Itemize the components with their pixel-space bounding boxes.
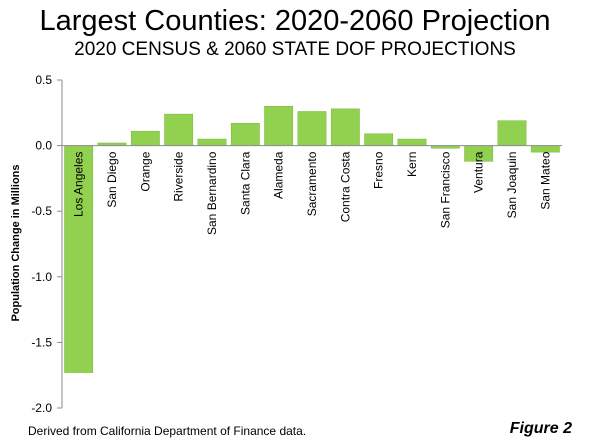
source-note: Derived from California Department of Fi…: [28, 424, 307, 438]
bar-riverside: [164, 113, 194, 146]
y-tick-label: -0.5: [31, 204, 52, 218]
y-tick-label: -1.0: [31, 270, 52, 284]
y-axis-label: Population Change in Millions: [10, 164, 22, 321]
chart-subtitle: 2020 CENSUS & 2060 STATE DOF PROJECTIONS: [74, 39, 516, 60]
category-label: San Bernardino: [205, 151, 219, 235]
category-label: Alameda: [272, 151, 286, 199]
category-labels-group: Los Angeles San Diego Orange Riverside San B…: [72, 151, 553, 235]
category-label: Los Angeles: [72, 152, 86, 217]
y-tick-label: -2.0: [31, 401, 52, 415]
chart-title: Largest Counties: 2020-2060 Projection: [39, 5, 551, 37]
category-label: San Joaquin: [505, 152, 519, 219]
category-label: Sacramento: [305, 151, 319, 216]
bar-san-bernardino: [197, 138, 227, 146]
category-label: Riverside: [172, 151, 186, 201]
y-tick-label: -1.5: [31, 335, 52, 349]
bar-fresno: [364, 133, 394, 146]
category-label: Santa Clara: [238, 151, 252, 215]
category-label: Ventura: [472, 151, 486, 193]
category-label: Contra Costa: [338, 151, 352, 222]
bar-san-joaquin: [497, 120, 527, 146]
y-tick-label: 0.5: [35, 73, 52, 87]
bars-group: [64, 105, 560, 373]
category-label: Fresno: [372, 151, 386, 189]
y-tick-label: 0.0: [35, 139, 52, 153]
bar-sacramento: [297, 111, 327, 146]
category-label: Orange: [138, 151, 152, 191]
category-label: San Mateo: [538, 151, 552, 209]
bar-san-mateo: [530, 145, 560, 153]
bar-los-angeles: [64, 145, 94, 373]
figure-label: Figure 2: [509, 420, 572, 437]
bar-kern: [397, 138, 427, 146]
bar-santa-clara: [230, 123, 260, 146]
category-label: San Francisco: [438, 151, 452, 228]
bar-contra-costa: [330, 108, 360, 146]
y-ticks-group: 0.5 0.0 -0.5 -1.0 -1.5 -2.0: [31, 73, 62, 415]
category-label: Kern: [405, 152, 419, 177]
bar-orange: [130, 130, 160, 146]
axes-group: [61, 80, 562, 408]
bar-alameda: [264, 105, 294, 146]
category-label: San Diego: [105, 151, 119, 207]
